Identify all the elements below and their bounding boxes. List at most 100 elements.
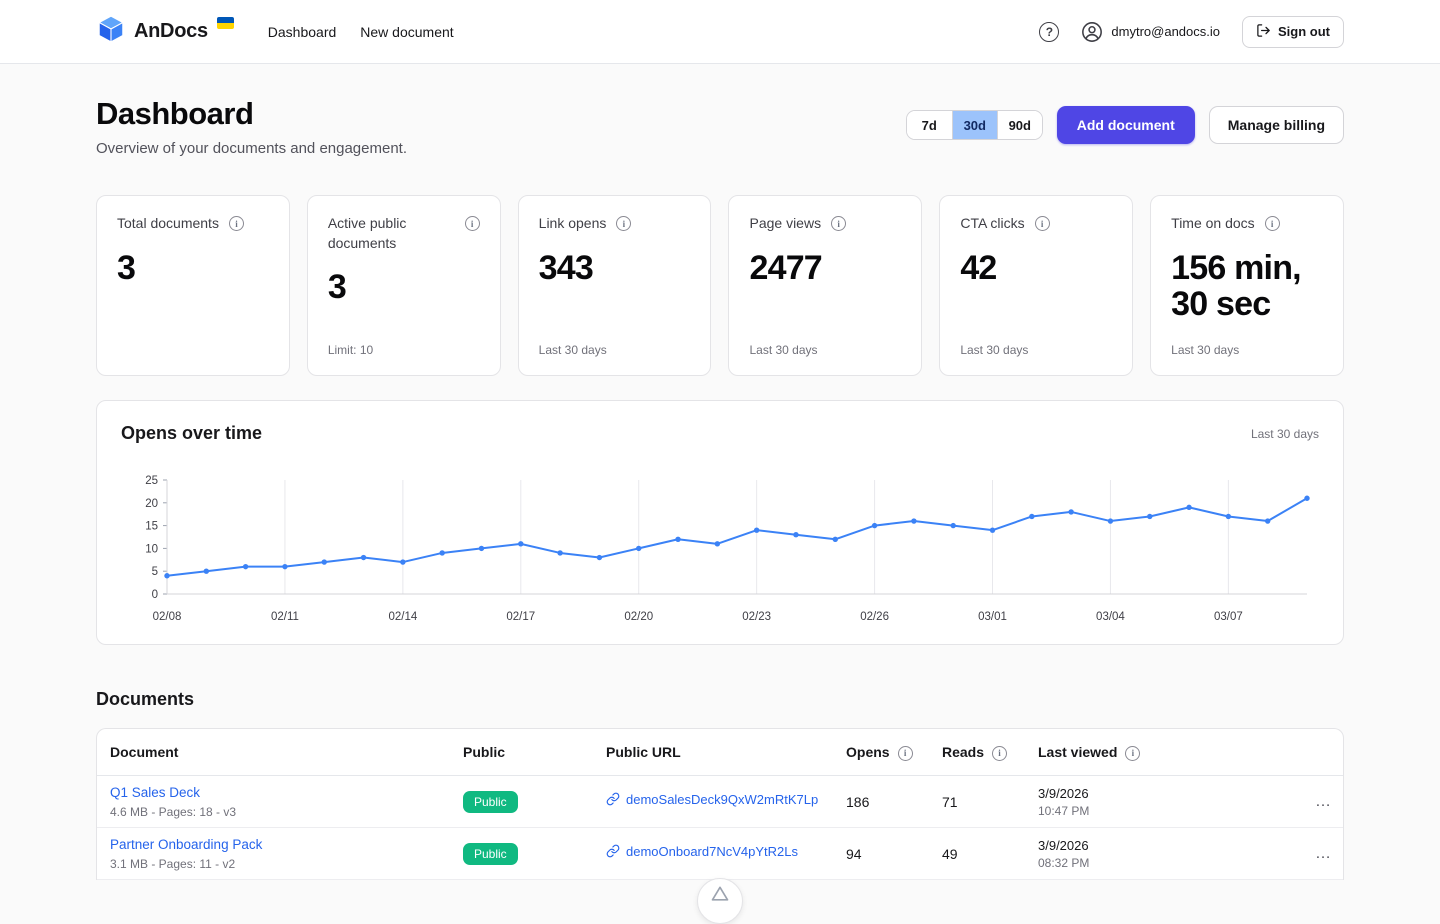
svg-text:02/14: 02/14 [388,611,417,623]
ukraine-flag-icon [216,16,234,29]
stat-note: Limit: 10 [327,343,374,357]
stat-card-time-on-docs: Time on docs 156 min, 30 sec Last 30 day… [1150,195,1344,376]
svg-text:02/11: 02/11 [271,611,299,623]
document-name-link[interactable]: Q1 Sales Deck [110,785,201,800]
opens-chart: 02/08 02/11 02/14 02/17 02/20 02/23 02/26 03/01… [145,475,1310,623]
column-header-public-url: Public URL [606,744,681,760]
svg-text:20: 20 [145,498,158,510]
stat-label: Page views [749,215,822,231]
table-header-row: Document Public Public URL Opens Reads L… [97,729,1343,776]
link-icon [606,792,620,806]
andocs-cube-icon [96,14,126,49]
stat-card-total-documents: Total documents 3 [96,195,290,376]
svg-text:03/01: 03/01 [978,611,1007,623]
stat-label: Time on docs [1171,215,1255,231]
svg-text:10: 10 [145,543,158,555]
info-icon[interactable] [1034,216,1050,231]
column-header-reads: Reads [942,744,1038,761]
opens-over-time-card: Opens over time Last 30 days 02/08 02/11 0… [96,400,1344,645]
date-range-segmented-control: 7d 30d 90d [905,110,1043,140]
table-row: Partner Onboarding Pack 3.1 MB - Pages: … [97,828,1343,880]
range-option-30d[interactable]: 30d [951,111,997,139]
user-email: dmytro@andocs.io [1111,24,1220,39]
add-document-button[interactable]: Add document [1056,106,1195,144]
documents-table: Document Public Public URL Opens Reads L… [96,728,1344,880]
info-icon[interactable] [992,745,1008,761]
sign-out-button[interactable]: Sign out [1242,15,1344,48]
table-row: Q1 Sales Deck 4.6 MB - Pages: 18 - v3 Pu… [97,776,1343,828]
stat-note: Last 30 days [749,343,818,357]
row-actions-menu-button[interactable]: … [1303,793,1331,811]
row-actions-menu-button[interactable]: … [1303,845,1331,863]
stat-note: Last 30 days [960,343,1029,357]
link-icon [606,844,620,858]
sign-out-label: Sign out [1278,24,1330,39]
stat-card-cta-clicks: CTA clicks 42 Last 30 days [939,195,1134,376]
stat-value: 3 [117,248,136,287]
info-icon[interactable] [831,216,847,231]
help-icon[interactable] [1039,21,1060,42]
chart-title: Opens over time [121,423,263,443]
stat-note: Last 30 days [538,343,607,357]
stat-value: 343 [538,248,594,287]
watermark-badge[interactable] [697,878,743,924]
svg-text:25: 25 [145,475,158,487]
last-viewed-time: 08:32 PM [1038,855,1090,870]
opens-count: 94 [846,845,862,862]
info-icon[interactable] [1264,216,1280,231]
chart-range-label: Last 30 days [1250,426,1319,441]
svg-text:02/20: 02/20 [624,611,653,623]
stat-label: CTA clicks [960,215,1025,231]
svg-text:02/26: 02/26 [860,611,889,623]
column-header-public: Public [463,744,506,760]
logout-icon [1256,23,1271,41]
nav-link-new-document[interactable]: New document [360,23,454,40]
info-icon[interactable] [616,216,632,231]
stat-label: Link opens [538,215,607,231]
brand-logo[interactable]: AnDocs [96,14,234,49]
column-header-document: Document [110,744,179,760]
info-icon[interactable] [464,216,480,231]
triangle-logo-icon [711,886,729,901]
dashboard-page: Dashboard Overview of your documents and… [96,64,1344,880]
public-status-badge: Public [463,842,518,865]
opens-count: 186 [846,793,870,810]
info-icon[interactable] [897,745,913,761]
stat-value: 2477 [749,248,822,287]
stat-card-page-views: Page views 2477 Last 30 days [728,195,923,376]
user-chip: dmytro@andocs.io [1081,21,1220,43]
column-header-last-viewed: Last viewed [1038,744,1303,761]
range-option-90d[interactable]: 90d [996,111,1042,139]
page-subtitle: Overview of your documents and engagemen… [96,140,408,157]
public-url-link[interactable]: demoSalesDeck9QxW2mRtK7Lp [606,792,818,807]
user-avatar-icon [1081,21,1103,43]
page-title: Dashboard [96,96,254,131]
stat-value: 3 [327,268,347,307]
manage-billing-button[interactable]: Manage billing [1208,106,1344,144]
range-option-7d[interactable]: 7d [906,111,952,139]
nav-link-dashboard[interactable]: Dashboard [267,23,337,40]
stats-row: Total documents 3 Active public document… [96,195,1344,376]
stat-note: Last 30 days [1171,343,1240,357]
document-meta: 4.6 MB - Pages: 18 - v3 [110,805,237,819]
stat-value: 42 [960,248,997,287]
top-navbar: AnDocs Dashboard New document dmytro@and… [0,0,1440,64]
stat-label: Active public documents [327,215,407,251]
svg-text:15: 15 [145,521,158,533]
stat-card-link-opens: Link opens 343 Last 30 days [517,195,712,376]
stat-label: Total documents [117,215,219,231]
reads-count: 71 [942,793,958,810]
info-icon[interactable] [1125,745,1141,761]
stat-value: 156 min, 30 sec [1171,248,1301,324]
public-status-badge: Public [463,790,518,813]
svg-text:5: 5 [152,566,158,578]
brand-name: AnDocs [134,20,208,42]
svg-text:02/08: 02/08 [153,611,182,623]
documents-section-title: Documents [96,689,195,709]
svg-text:02/23: 02/23 [742,611,771,623]
info-icon[interactable] [228,216,244,231]
svg-text:03/07: 03/07 [1214,611,1243,623]
public-url-link[interactable]: demoOnboard7NcV4pYtR2Ls [606,844,798,859]
svg-text:0: 0 [152,589,158,601]
document-name-link[interactable]: Partner Onboarding Pack [110,837,263,852]
